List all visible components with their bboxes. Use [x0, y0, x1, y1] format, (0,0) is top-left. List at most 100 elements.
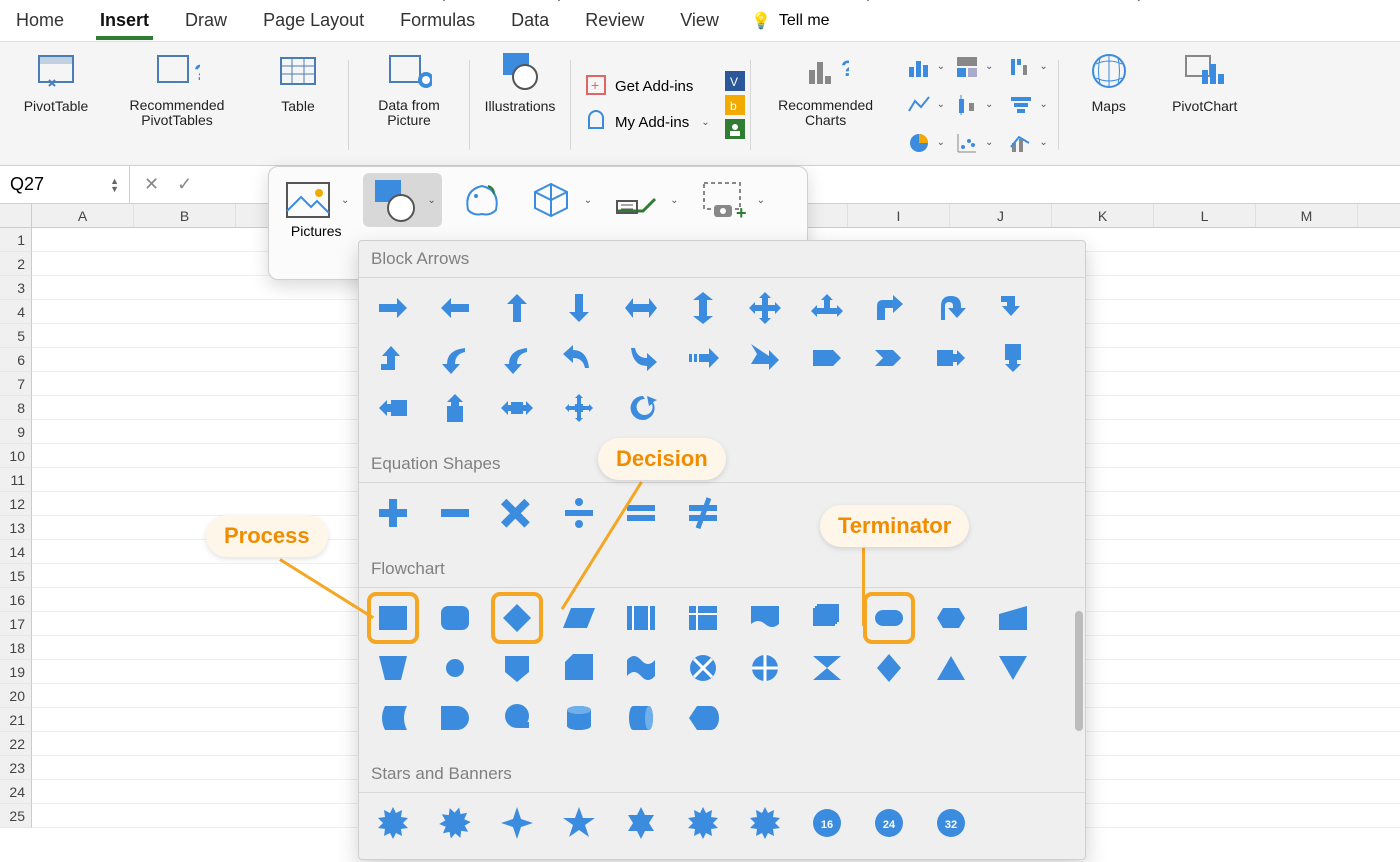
flowchart-extract[interactable]: [931, 648, 971, 688]
col-header-M[interactable]: M: [1256, 204, 1358, 227]
row-header[interactable]: 15: [0, 564, 32, 588]
star-explosion1[interactable]: [373, 803, 413, 843]
arrow-circular[interactable]: [621, 388, 661, 428]
my-addins-button[interactable]: My Add-ins ⌄: [581, 108, 714, 138]
flowchart-preparation[interactable]: [931, 598, 971, 638]
flowchart-alt-process[interactable]: [435, 598, 475, 638]
pictures-button[interactable]: ⌄ Pictures: [277, 173, 355, 243]
flowchart-predefined[interactable]: [621, 598, 661, 638]
icons-button[interactable]: [450, 173, 512, 227]
flowchart-connector[interactable]: [435, 648, 475, 688]
chevron-arrow[interactable]: [869, 338, 909, 378]
row-header[interactable]: 14: [0, 540, 32, 564]
tab-review[interactable]: Review: [581, 2, 648, 39]
flowchart-sort[interactable]: [869, 648, 909, 688]
arrow-curved-left[interactable]: [497, 338, 537, 378]
col-header-I[interactable]: I: [848, 204, 950, 227]
stat-chart-button[interactable]: ⌄: [955, 93, 993, 117]
row-header[interactable]: 5: [0, 324, 32, 348]
3d-models-button[interactable]: ⌄: [520, 173, 598, 227]
star-5pt[interactable]: [559, 803, 599, 843]
maps-button[interactable]: Maps ⌄: [1069, 48, 1149, 114]
arrow-up-down[interactable]: [683, 288, 723, 328]
row-header[interactable]: 24: [0, 780, 32, 804]
arrow-bent[interactable]: [869, 288, 909, 328]
flowchart-seq-access[interactable]: [497, 698, 537, 738]
waterfall-chart-button[interactable]: ⌄: [1009, 55, 1047, 79]
row-header[interactable]: 13: [0, 516, 32, 540]
tab-page-layout[interactable]: Page Layout: [259, 2, 368, 39]
arrow-up[interactable]: [497, 288, 537, 328]
visio-addin-icon[interactable]: V: [724, 70, 746, 92]
row-header[interactable]: 22: [0, 732, 32, 756]
flowchart-display[interactable]: [683, 698, 723, 738]
eq-equal[interactable]: [621, 493, 661, 533]
shapes-button[interactable]: ⌄: [363, 173, 441, 227]
arrow-callout-lr[interactable]: [497, 388, 537, 428]
flowchart-decision[interactable]: [497, 598, 537, 638]
select-all-corner[interactable]: [0, 204, 32, 227]
arrow-notched-right[interactable]: [745, 338, 785, 378]
arrow-quad[interactable]: [745, 288, 785, 328]
eq-minus[interactable]: [435, 493, 475, 533]
tab-insert[interactable]: Insert: [96, 2, 153, 39]
pivottable-button[interactable]: PivotTable: [16, 48, 96, 114]
get-addins-button[interactable]: + Get Add-ins: [581, 72, 714, 102]
arrow-left-right-up[interactable]: [807, 288, 847, 328]
row-header[interactable]: 17: [0, 612, 32, 636]
rec-charts-button[interactable]: ? Recommended Charts ⌄: [761, 48, 891, 129]
bar-chart-button[interactable]: ⌄: [907, 55, 945, 79]
arrow-down[interactable]: [559, 288, 599, 328]
people-addin-icon[interactable]: [724, 118, 746, 140]
row-header[interactable]: 4: [0, 300, 32, 324]
row-header[interactable]: 21: [0, 708, 32, 732]
line-chart-button[interactable]: ⌄: [907, 93, 945, 117]
arrow-curved-down[interactable]: [621, 338, 661, 378]
row-header[interactable]: 20: [0, 684, 32, 708]
row-header[interactable]: 6: [0, 348, 32, 372]
funnel-chart-button[interactable]: ⌄: [1009, 93, 1047, 117]
star-4pt[interactable]: [497, 803, 537, 843]
seal-32[interactable]: 32: [931, 803, 971, 843]
flowchart-multidocument[interactable]: [807, 598, 847, 638]
arrow-curved-right[interactable]: [435, 338, 475, 378]
row-header[interactable]: 10: [0, 444, 32, 468]
row-header[interactable]: 3: [0, 276, 32, 300]
data-from-picture-button[interactable]: Data from Picture ⌄: [359, 48, 459, 129]
flowchart-internal-storage[interactable]: [683, 598, 723, 638]
flowchart-direct-access[interactable]: [621, 698, 661, 738]
star-7pt[interactable]: [683, 803, 723, 843]
flowchart-terminator[interactable]: [869, 598, 909, 638]
row-header[interactable]: 25: [0, 804, 32, 828]
arrow-curved-up[interactable]: [559, 338, 599, 378]
row-header[interactable]: 12: [0, 492, 32, 516]
flowchart-process[interactable]: [373, 598, 413, 638]
name-box[interactable]: Q27 ▲▼: [0, 166, 130, 203]
row-header[interactable]: 19: [0, 660, 32, 684]
flowchart-document[interactable]: [745, 598, 785, 638]
eq-not-equal[interactable]: [683, 493, 723, 533]
eq-plus[interactable]: [373, 493, 413, 533]
bing-addin-icon[interactable]: b: [724, 94, 746, 116]
arrow-left[interactable]: [435, 288, 475, 328]
combo-chart-button[interactable]: ⌄: [1009, 131, 1047, 155]
tab-draw[interactable]: Draw: [181, 2, 231, 39]
flowchart-manual-operation[interactable]: [373, 648, 413, 688]
pivotchart-button[interactable]: PivotChart: [1165, 48, 1245, 114]
seal-16[interactable]: 16: [807, 803, 847, 843]
arrow-callout-quad[interactable]: [559, 388, 599, 428]
eq-multiply[interactable]: [497, 493, 537, 533]
flowchart-manual-input[interactable]: [993, 598, 1033, 638]
arrow-bent-up[interactable]: [373, 338, 413, 378]
col-header-K[interactable]: K: [1052, 204, 1154, 227]
gallery-scrollbar[interactable]: [1075, 611, 1083, 731]
tab-view[interactable]: View: [676, 2, 723, 39]
flowchart-delay[interactable]: [435, 698, 475, 738]
eq-divide[interactable]: [559, 493, 599, 533]
star-6pt[interactable]: [621, 803, 661, 843]
arrow-left-up[interactable]: [993, 288, 1033, 328]
illustrations-button[interactable]: Illustrations ⌄: [480, 48, 560, 114]
row-header[interactable]: 2: [0, 252, 32, 276]
flowchart-stored-data[interactable]: [373, 698, 413, 738]
flowchart-offpage[interactable]: [497, 648, 537, 688]
